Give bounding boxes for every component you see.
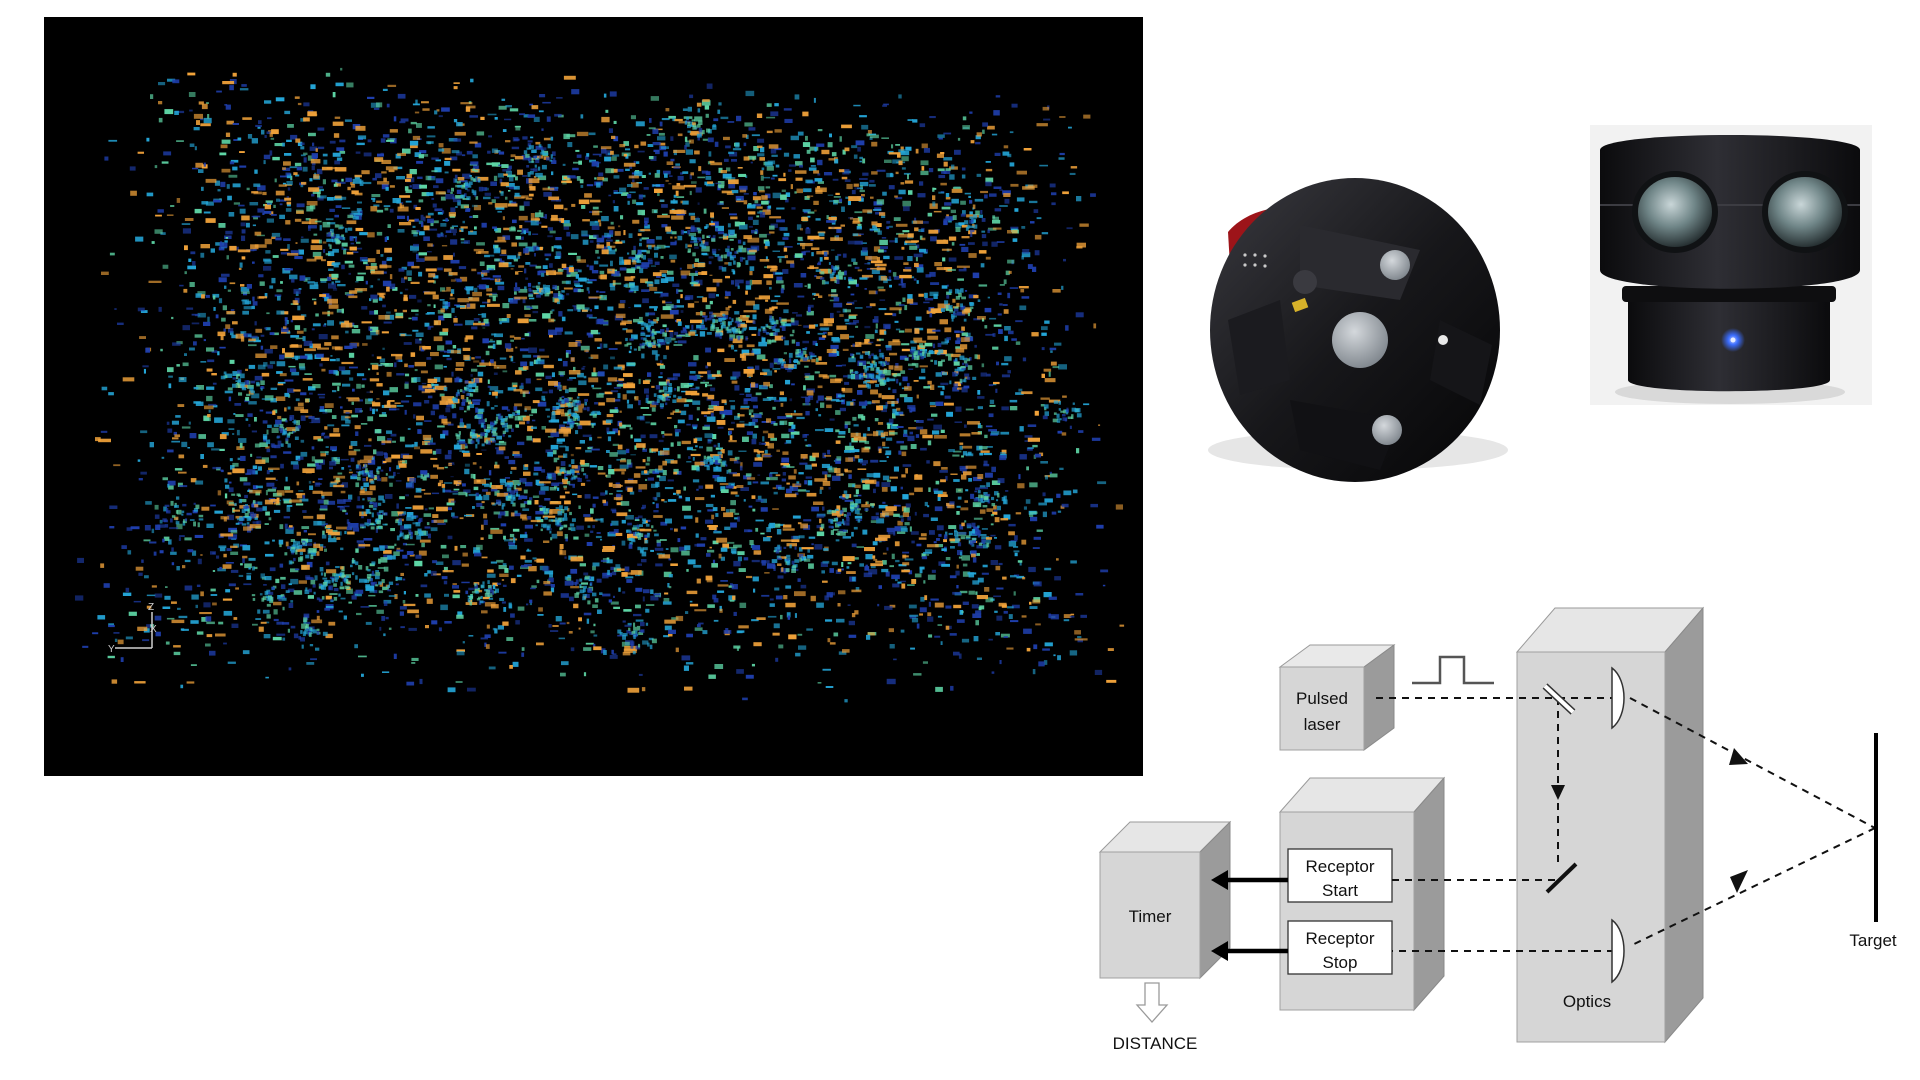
optics-box: Optics bbox=[1515, 606, 1705, 1044]
receptor-start-label-line1: Receptor bbox=[1306, 857, 1375, 876]
tof-principle-diagram: Pulsed laser Receptor Start Receptor Sto… bbox=[1098, 606, 1897, 1053]
receive-mirror bbox=[1545, 862, 1578, 894]
timer-box: Timer bbox=[1098, 820, 1232, 980]
receptor-start-box: Receptor Start bbox=[1287, 848, 1393, 903]
returning-beam-arrow bbox=[1730, 870, 1748, 893]
beam-splitter bbox=[1542, 683, 1576, 715]
point-cloud-points bbox=[75, 67, 1125, 703]
receptor-stop-label-line1: Receptor bbox=[1306, 929, 1375, 948]
sensor2-right-lens bbox=[1762, 171, 1848, 253]
distance-label: DISTANCE bbox=[1113, 1034, 1198, 1053]
pulse-signal-icon bbox=[1412, 655, 1494, 685]
target-label: Target bbox=[1849, 931, 1897, 950]
sensor1-vent-dots bbox=[1243, 253, 1267, 268]
sensor1-indicator bbox=[1438, 335, 1448, 345]
receive-lens bbox=[1611, 918, 1625, 984]
receptor-stop-label-line2: Stop bbox=[1323, 953, 1358, 972]
lidar-sensor-unit-2-image bbox=[1590, 125, 1872, 405]
optics-label: Optics bbox=[1563, 992, 1611, 1011]
outgoing-beam-arrow bbox=[1729, 748, 1748, 765]
sensor2-collar bbox=[1622, 286, 1836, 302]
beam-paths bbox=[1376, 697, 1876, 952]
receptor-housing-box bbox=[1278, 776, 1446, 1012]
sensor1-left-port bbox=[1293, 270, 1317, 294]
sensor1-yellow-tab bbox=[1291, 297, 1309, 313]
sensor1-bottom-lens bbox=[1372, 415, 1402, 445]
receptor-stop-box: Receptor Stop bbox=[1287, 920, 1393, 975]
sensor1-top-lens bbox=[1380, 250, 1410, 280]
emit-lens bbox=[1611, 666, 1625, 730]
sensor1-panel-bottom bbox=[1290, 400, 1400, 470]
timer-input-arrows bbox=[1211, 870, 1288, 961]
timer-label: Timer bbox=[1129, 907, 1172, 926]
axis-label-y: Y bbox=[108, 644, 115, 655]
lidar-sensor-unit-1-image bbox=[1208, 178, 1508, 482]
lidar-point-cloud-image: Z X Y bbox=[44, 17, 1143, 776]
sensor1-panel-top bbox=[1300, 225, 1420, 300]
axis-label-z: Z bbox=[148, 602, 154, 613]
sensor1-panel-left bbox=[1228, 300, 1290, 395]
splitter-down-arrow bbox=[1551, 785, 1565, 800]
point-cloud-axis-gizmo: Z X Y bbox=[108, 602, 157, 655]
sensor2-left-lens bbox=[1632, 171, 1718, 253]
pulsed-laser-label-line2: laser bbox=[1304, 715, 1341, 734]
returning-beam-from-target bbox=[1629, 827, 1876, 947]
receptor-start-label-line2: Start bbox=[1322, 881, 1358, 900]
sensor2-led bbox=[1730, 337, 1736, 343]
axis-label-x: X bbox=[150, 624, 157, 635]
sensor1-center-lens bbox=[1332, 312, 1388, 368]
distance-output-arrow bbox=[1135, 982, 1169, 1023]
pulsed-laser-label-line1: Pulsed bbox=[1296, 689, 1348, 708]
